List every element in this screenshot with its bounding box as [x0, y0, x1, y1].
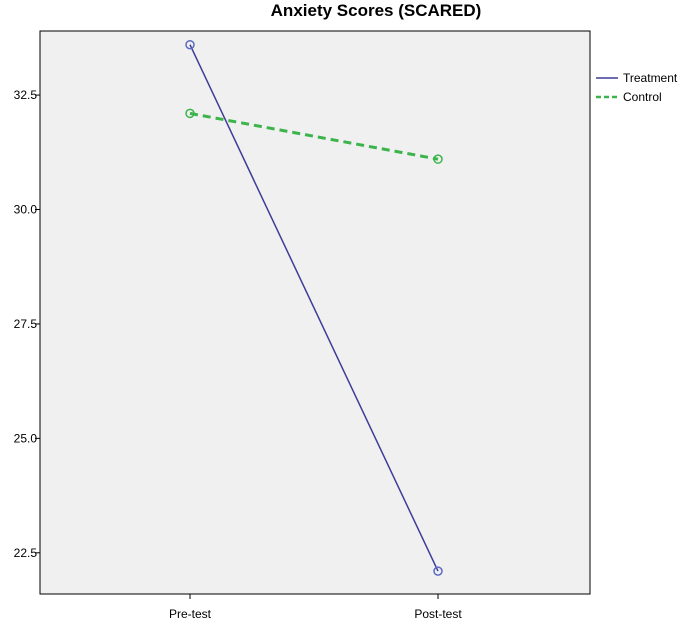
x-tick-label: Post-test [414, 607, 462, 620]
chart-title: Anxiety Scores (SCARED) [271, 1, 482, 20]
series-line-control [189, 111, 439, 161]
series-line-treatment [189, 44, 439, 572]
legend: Treatment Control [596, 71, 678, 104]
data-point-control [433, 154, 443, 164]
y-tick-label: 30.0 [14, 203, 38, 217]
y-tick-label: 25.0 [14, 431, 38, 445]
plot-area [39, 30, 591, 595]
y-tick-label: 27.5 [14, 317, 38, 331]
x-axis: Pre-test Post-test [169, 594, 462, 620]
data-point-control [185, 108, 195, 119]
y-axis: 22.5 25.0 27.5 30.0 32.5 [14, 88, 40, 560]
data-point-treatment [185, 39, 195, 50]
y-tick-label: 32.5 [14, 88, 38, 102]
legend-label-treatment: Treatment [623, 71, 678, 85]
y-tick-label: 22.5 [14, 546, 38, 560]
x-tick-label: Pre-test [169, 607, 212, 620]
data-point-treatment [433, 566, 443, 576]
legend-label-control: Control [623, 90, 662, 104]
series-layer [185, 39, 443, 576]
